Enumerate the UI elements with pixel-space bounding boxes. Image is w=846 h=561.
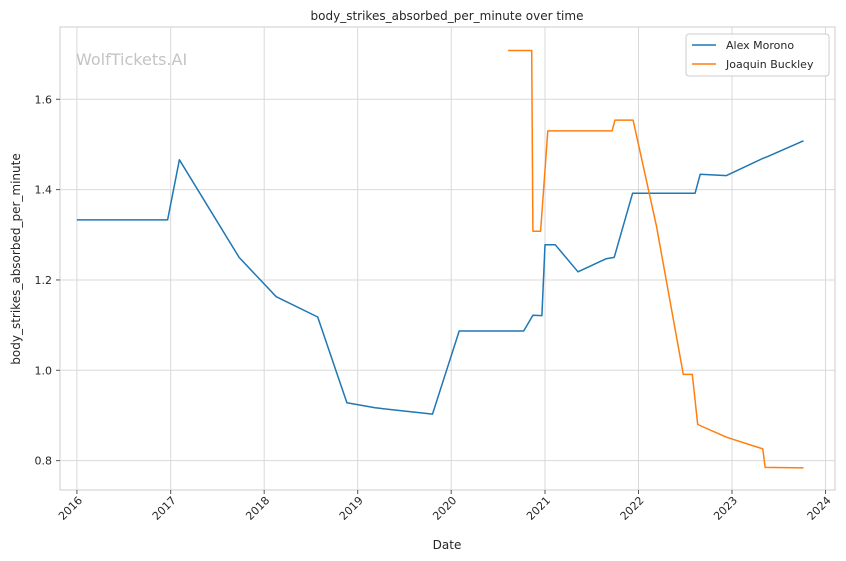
- legend-label-joaquin-buckley: Joaquin Buckley: [725, 58, 814, 71]
- x-tick-label: 2016: [56, 494, 85, 523]
- x-tick-label: 2024: [805, 494, 834, 523]
- series-line-joaquin-buckley: [508, 49, 804, 469]
- y-axis-ticks: 0.8 1.0 1.2 1.4 1.6: [35, 93, 60, 468]
- x-tick-label: 2017: [150, 494, 179, 523]
- x-tick-label: 2019: [337, 494, 366, 523]
- x-axis-label: Date: [433, 538, 462, 552]
- y-tick-label: 1.2: [35, 274, 53, 287]
- x-tick-label: 2022: [618, 494, 647, 523]
- legend-box: [685, 33, 830, 77]
- y-tick-label: 1.4: [35, 184, 53, 197]
- y-tick-label: 1.0: [35, 364, 53, 377]
- plot-area: [59, 26, 836, 491]
- x-tick-label: 2020: [430, 494, 459, 523]
- x-tick-label: 2018: [243, 494, 272, 523]
- legend: Alex Morono Joaquin Buckley: [685, 33, 830, 77]
- x-tick-label: 2021: [524, 494, 553, 523]
- legend-label-alex-morono: Alex Morono: [726, 39, 794, 52]
- series-lines: [76, 49, 804, 469]
- y-tick-label: 0.8: [35, 455, 53, 468]
- x-tick-label: 2023: [711, 494, 740, 523]
- x-axis-ticks: 2016 2017 2018 2019 2020 2021 2022 2023 2024: [56, 490, 834, 523]
- y-tick-label: 1.6: [35, 93, 53, 106]
- series-line-alex-morono: [76, 140, 804, 415]
- watermark-text: WolfTickets.AI: [76, 50, 187, 69]
- y-axis-label: body_strikes_absorbed_per_minute: [9, 153, 23, 364]
- chart-title: body_strikes_absorbed_per_minute over ti…: [311, 9, 584, 23]
